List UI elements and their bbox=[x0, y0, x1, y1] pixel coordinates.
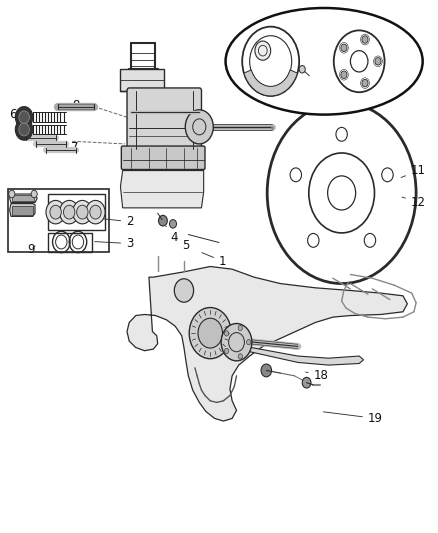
Circle shape bbox=[362, 36, 368, 43]
Circle shape bbox=[261, 364, 272, 377]
Text: 18: 18 bbox=[306, 369, 328, 382]
Text: 17: 17 bbox=[361, 34, 379, 48]
Circle shape bbox=[362, 79, 368, 87]
Circle shape bbox=[238, 325, 243, 330]
Text: 9: 9 bbox=[27, 243, 35, 256]
Bar bbox=[12, 206, 33, 215]
Circle shape bbox=[341, 71, 347, 78]
Circle shape bbox=[189, 308, 231, 359]
Circle shape bbox=[50, 205, 61, 219]
Circle shape bbox=[341, 44, 347, 52]
FancyBboxPatch shape bbox=[121, 146, 205, 169]
Circle shape bbox=[60, 200, 79, 224]
Text: 13: 13 bbox=[313, 83, 328, 96]
Circle shape bbox=[19, 123, 29, 136]
Circle shape bbox=[224, 348, 229, 353]
Circle shape bbox=[19, 111, 29, 124]
Text: 2: 2 bbox=[103, 215, 134, 228]
Circle shape bbox=[174, 279, 194, 302]
Text: 6: 6 bbox=[9, 108, 22, 121]
Circle shape bbox=[221, 324, 252, 361]
Circle shape bbox=[302, 377, 311, 388]
Circle shape bbox=[46, 200, 65, 224]
Text: 3: 3 bbox=[95, 237, 134, 250]
Circle shape bbox=[375, 58, 381, 65]
Bar bbox=[48, 233, 92, 252]
Text: 1: 1 bbox=[202, 253, 226, 268]
Polygon shape bbox=[120, 171, 204, 208]
Circle shape bbox=[77, 205, 88, 219]
Circle shape bbox=[224, 331, 229, 336]
Circle shape bbox=[64, 205, 75, 219]
Circle shape bbox=[255, 41, 271, 60]
Circle shape bbox=[238, 354, 243, 359]
Circle shape bbox=[15, 107, 33, 128]
Circle shape bbox=[90, 205, 101, 219]
Polygon shape bbox=[10, 194, 37, 203]
Text: 8: 8 bbox=[72, 99, 92, 111]
Circle shape bbox=[15, 119, 33, 140]
Text: 14: 14 bbox=[247, 34, 262, 47]
Polygon shape bbox=[127, 266, 407, 421]
Text: 12: 12 bbox=[402, 196, 426, 209]
Text: 5: 5 bbox=[177, 237, 189, 252]
Bar bbox=[12, 195, 34, 201]
Text: 11: 11 bbox=[401, 164, 426, 177]
Text: 4: 4 bbox=[166, 226, 178, 244]
Circle shape bbox=[198, 318, 223, 348]
Polygon shape bbox=[245, 346, 364, 365]
Polygon shape bbox=[10, 204, 35, 216]
Text: 16: 16 bbox=[296, 60, 311, 72]
Circle shape bbox=[299, 66, 305, 73]
FancyBboxPatch shape bbox=[127, 88, 201, 152]
Circle shape bbox=[185, 110, 213, 144]
Bar bbox=[8, 189, 109, 252]
Text: 15: 15 bbox=[247, 60, 262, 72]
Ellipse shape bbox=[226, 8, 423, 115]
Circle shape bbox=[9, 190, 15, 198]
Circle shape bbox=[159, 215, 167, 226]
Text: 19: 19 bbox=[323, 412, 383, 425]
Text: 7: 7 bbox=[66, 141, 78, 154]
Wedge shape bbox=[244, 70, 297, 96]
Circle shape bbox=[247, 340, 251, 345]
Bar bbox=[48, 194, 105, 230]
Circle shape bbox=[170, 220, 177, 228]
Circle shape bbox=[86, 200, 105, 224]
Circle shape bbox=[31, 190, 37, 198]
Bar bbox=[120, 69, 164, 91]
Circle shape bbox=[73, 200, 92, 224]
